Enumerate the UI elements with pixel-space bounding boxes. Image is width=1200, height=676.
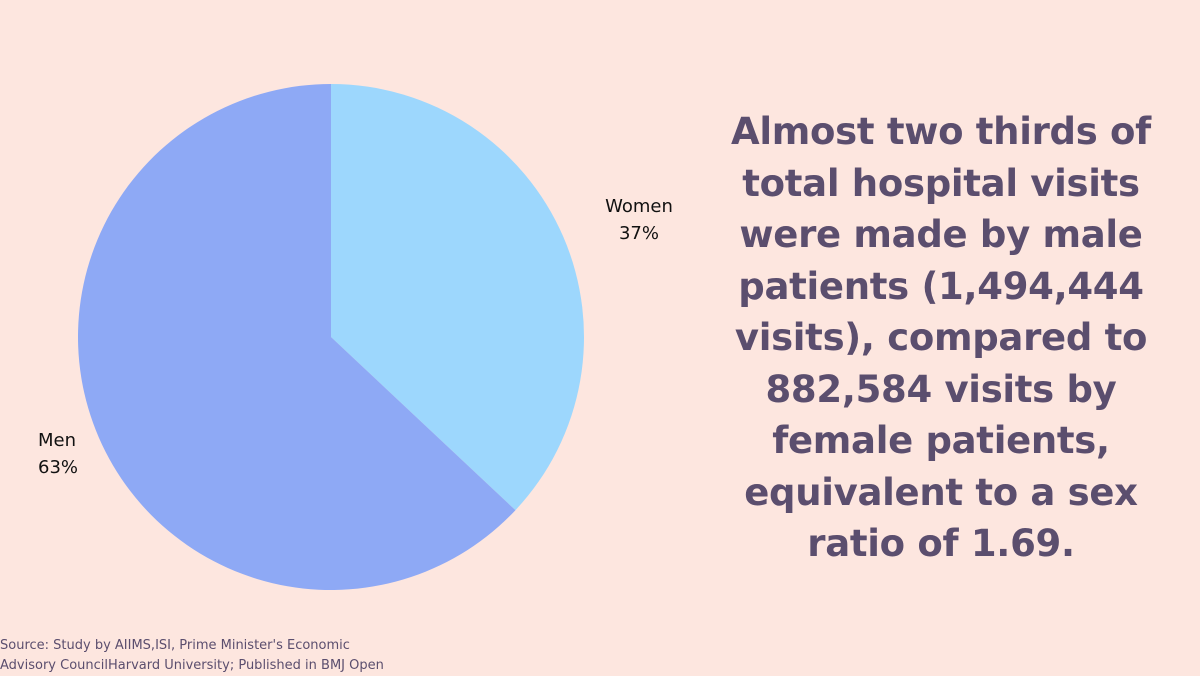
slice-value-men: 63% [38,457,79,478]
source-line-2: Advisory CouncilHarvard University; Publ… [0,658,384,673]
slice-label-men: Men 63% [38,427,78,481]
pie-chart [78,83,584,591]
headline-text: Almost two thirds of total hospital visi… [731,110,1151,565]
slice-value-women: 37% [618,223,659,244]
slice-name-men: Men [38,430,77,451]
slice-label-women: Women 37% [600,193,678,247]
pie-slice-women [331,84,584,511]
source-citation: Source: Study by AIIMS,ISI, Prime Minist… [0,636,470,676]
pie-slice-men [78,83,516,591]
source-line-1: Source: Study by AIIMS,ISI, Prime Minist… [0,638,350,653]
slice-name-women: Women [605,196,673,217]
